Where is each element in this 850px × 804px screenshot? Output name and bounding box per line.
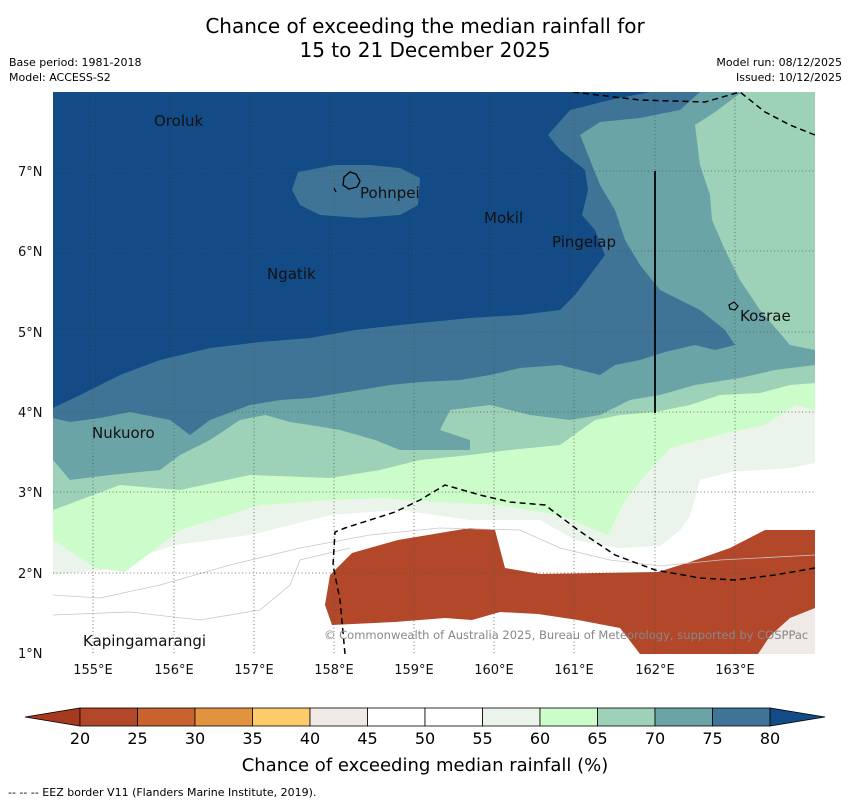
colorbar-tick-label: 55 (472, 729, 493, 748)
lon-tick: 163°E (715, 663, 755, 678)
base-period-label: Base period: 1981-2018 (9, 56, 142, 69)
title-line-1: Chance of exceeding the median rainfall … (205, 14, 645, 38)
kosrae-island-outline (728, 301, 739, 311)
colorbar-tick-label: 25 (127, 729, 148, 748)
colorbar-segment (539, 707, 598, 727)
graticule (53, 92, 815, 654)
colorbar-tick-label: 40 (299, 729, 321, 748)
lat-tick: 2°N (18, 567, 43, 582)
colorbar-tick-label: 35 (242, 729, 263, 748)
lon-tick: 158°E (314, 663, 354, 678)
place-label-oroluk: Oroluk (154, 112, 203, 130)
lon-tick: 155°E (73, 663, 113, 678)
colorbar-segment (252, 707, 311, 727)
place-label-ngatik: Ngatik (267, 265, 316, 283)
colorbar-segment (367, 707, 426, 727)
lon-tick: 159°E (394, 663, 434, 678)
pohnpei-low-region (292, 165, 420, 218)
model-run-label: Model run: 08/12/2025 (716, 56, 842, 69)
colorbar-tick-label: 30 (184, 729, 206, 748)
lat-tick: 7°N (18, 165, 43, 180)
place-label-mokil: Mokil (484, 209, 523, 227)
colorbar-segment (79, 707, 138, 727)
colorbar (24, 707, 826, 727)
lat-tick: 6°N (18, 245, 43, 260)
place-label-pingelap: Pingelap (552, 233, 616, 251)
lat-tick: 1°N (18, 647, 43, 662)
contour-line (53, 527, 815, 599)
colorbar-segment (309, 707, 368, 727)
colorbar-title: Chance of exceeding median rainfall (%) (241, 755, 609, 776)
colorbar-segment (597, 707, 656, 727)
colorbar-tick-label: 45 (357, 729, 378, 748)
colorbar-segment (424, 707, 483, 727)
eez-border (332, 92, 815, 654)
colorbar-segment (482, 707, 541, 727)
lon-tick: 161°E (554, 663, 594, 678)
contour-line (53, 547, 351, 621)
lon-tick: 162°E (635, 663, 675, 678)
band-above-80 (53, 92, 650, 408)
colorbar-tick-label: 75 (702, 729, 723, 748)
colorbar-tick-label: 65 (587, 729, 608, 748)
colorbar-tick-label: 80 (759, 729, 781, 748)
title-line-2: 15 to 21 December 2025 (299, 38, 551, 62)
colorbar-segment (137, 707, 196, 727)
colorbar-tick-label: 20 (69, 729, 91, 748)
model-label: Model: ACCESS-S2 (9, 71, 111, 84)
colorbar-extend-low (24, 707, 81, 727)
colorbar-extend-high (769, 707, 826, 727)
copyright-text: © Commonwealth of Australia 2025, Bureau… (324, 628, 808, 642)
issued-label: Issued: 10/12/2025 (735, 71, 842, 84)
lon-tick: 156°E (154, 663, 194, 678)
lat-tick: 5°N (18, 326, 43, 341)
lon-tick: 160°E (474, 663, 514, 678)
rainfall-contour-map (53, 92, 815, 654)
colorbar-tick-label: 60 (529, 729, 551, 748)
colorbar-tick-label: 70 (644, 729, 666, 748)
pohnpei-islet-mark (333, 187, 337, 193)
colorbar-segment (194, 707, 253, 727)
colorbar-segment (712, 707, 771, 727)
lon-tick: 157°E (234, 663, 274, 678)
lat-tick: 3°N (18, 486, 43, 501)
colorbar-tick-label: 50 (414, 729, 436, 748)
colorbar-segment (654, 707, 713, 727)
place-label-kosrae: Kosrae (740, 307, 791, 325)
pohnpei-island-outline (342, 171, 361, 190)
place-label-nukuoro: Nukuoro (92, 424, 155, 442)
eez-legend-note: -- -- -- EEZ border V11 (Flanders Marine… (8, 786, 317, 799)
place-label-pohnpei: Pohnpei (360, 184, 420, 202)
place-label-kapingamarangi: Kapingamarangi (83, 632, 206, 650)
lat-tick: 4°N (18, 406, 43, 421)
